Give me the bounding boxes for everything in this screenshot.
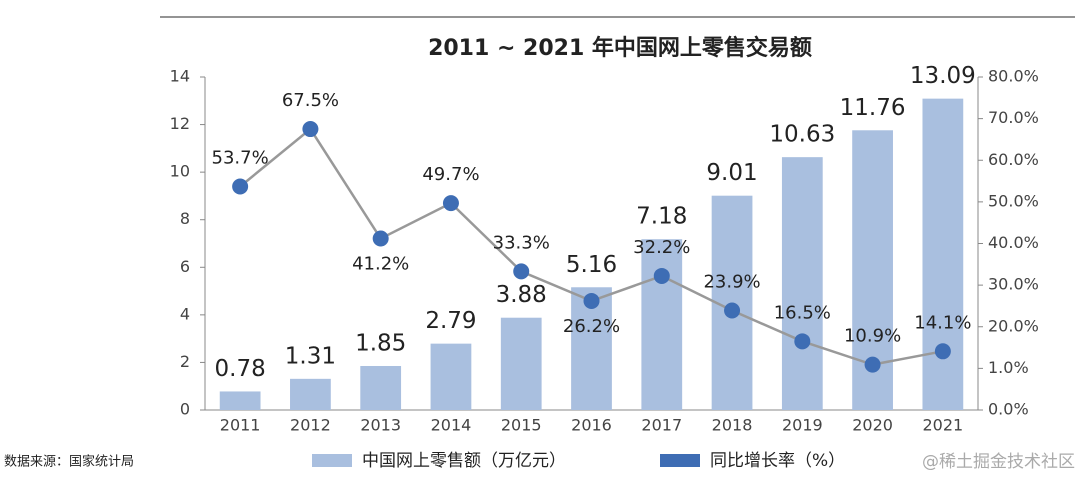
- bar-value-label: 13.09: [910, 63, 976, 89]
- x-tick-label: 2019: [782, 416, 823, 435]
- line-value-label: 53.7%: [212, 147, 269, 168]
- bar-value-label: 7.18: [636, 204, 687, 230]
- line-value-label: 49.7%: [422, 164, 479, 185]
- y2-tick-label: 20.0%: [988, 316, 1039, 335]
- bar-value-label: 9.01: [706, 160, 757, 186]
- line-value-label: 26.2%: [563, 316, 620, 337]
- line-marker: [653, 267, 670, 284]
- line-value-label: 23.9%: [703, 272, 760, 293]
- bar-value-label: 11.76: [840, 95, 906, 121]
- legend-swatch: [660, 454, 700, 467]
- y-tick-label: 10: [170, 162, 190, 181]
- y2-tick-label: 1.0%: [988, 358, 1029, 377]
- x-tick-label: 2017: [641, 416, 682, 435]
- y2-tick-label: 60.0%: [988, 150, 1039, 169]
- legend-swatch: [312, 454, 352, 467]
- x-tick-label: 2014: [431, 416, 472, 435]
- line-marker: [442, 195, 459, 212]
- line-value-label: 16.5%: [774, 302, 831, 323]
- x-tick-label: 2015: [501, 416, 542, 435]
- x-tick-label: 2013: [360, 416, 401, 435]
- y-tick-label: 0: [180, 400, 190, 419]
- y2-tick-label: 50.0%: [988, 191, 1039, 210]
- line-marker: [372, 230, 389, 247]
- bar: [219, 391, 261, 410]
- y2-tick-label: 30.0%: [988, 275, 1039, 294]
- bar: [781, 157, 823, 410]
- line-marker: [934, 343, 951, 360]
- line-marker: [724, 302, 741, 319]
- bar-value-label: 5.16: [566, 252, 617, 278]
- x-tick-label: 2020: [852, 416, 893, 435]
- line-value-label: 10.9%: [844, 326, 901, 347]
- y2-tick-label: 40.0%: [988, 233, 1039, 252]
- bar: [500, 317, 542, 410]
- line-marker: [864, 356, 881, 373]
- line-value-label: 67.5%: [282, 90, 339, 111]
- line-marker: [794, 333, 811, 350]
- line-marker: [232, 178, 249, 195]
- bar-value-label: 1.85: [355, 330, 406, 356]
- bar: [922, 98, 964, 411]
- bar-value-label: 0.78: [215, 356, 266, 382]
- y-tick-label: 2: [180, 352, 190, 371]
- source: 数据来源：国家统计局: [4, 454, 134, 470]
- watermark: @稀土掘金技术社区: [922, 452, 1075, 472]
- y-tick-label: 12: [170, 114, 190, 133]
- bar-value-label: 1.31: [285, 343, 336, 369]
- y2-tick-label: 0.0%: [988, 400, 1029, 419]
- line-marker: [302, 121, 319, 138]
- x-tick-label: 2016: [571, 416, 612, 435]
- bar: [641, 239, 683, 410]
- line-value-label: 41.2%: [352, 254, 409, 275]
- y-tick-label: 6: [180, 257, 190, 276]
- chart-title: 2011 ~ 2021 年中国网上零售交易额: [428, 35, 812, 61]
- y-tick-label: 14: [170, 67, 190, 86]
- line-value-label: 32.2%: [633, 237, 690, 258]
- x-tick-label: 2021: [923, 416, 964, 435]
- bar-value-label: 10.63: [769, 122, 835, 148]
- bar-value-label: 2.79: [425, 308, 476, 334]
- legend-label: 中国网上零售额（万亿元）: [362, 451, 566, 471]
- y-tick-label: 4: [180, 304, 190, 323]
- line-marker: [513, 263, 530, 280]
- bar-value-label: 3.88: [496, 282, 547, 308]
- x-tick-label: 2018: [712, 416, 753, 435]
- y2-tick-label: 80.0%: [988, 67, 1039, 86]
- y-tick-label: 8: [180, 209, 190, 228]
- bar: [430, 343, 472, 410]
- legend-label: 同比增长率（%）: [710, 451, 845, 471]
- y2-tick-label: 70.0%: [988, 108, 1039, 127]
- x-tick-label: 2012: [290, 416, 331, 435]
- bar: [360, 365, 402, 410]
- line-marker: [583, 292, 600, 309]
- x-tick-label: 2011: [220, 416, 261, 435]
- line-value-label: 14.1%: [914, 312, 971, 333]
- bar: [290, 378, 331, 410]
- line-value-label: 33.3%: [493, 232, 550, 253]
